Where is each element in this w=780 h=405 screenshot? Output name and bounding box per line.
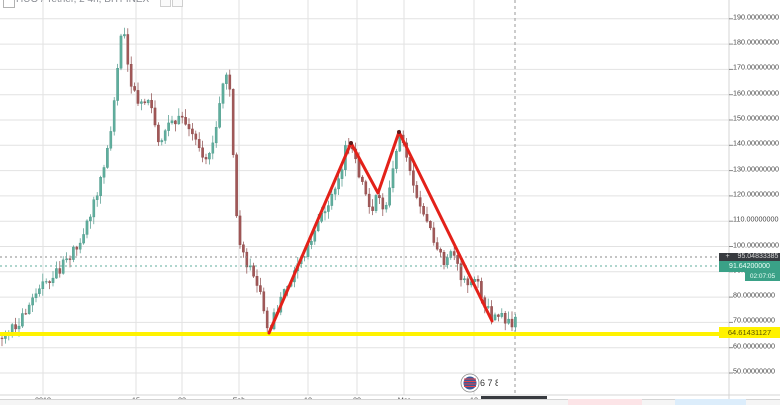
svg-text:6 7 8: 6 7 8 (480, 378, 498, 388)
